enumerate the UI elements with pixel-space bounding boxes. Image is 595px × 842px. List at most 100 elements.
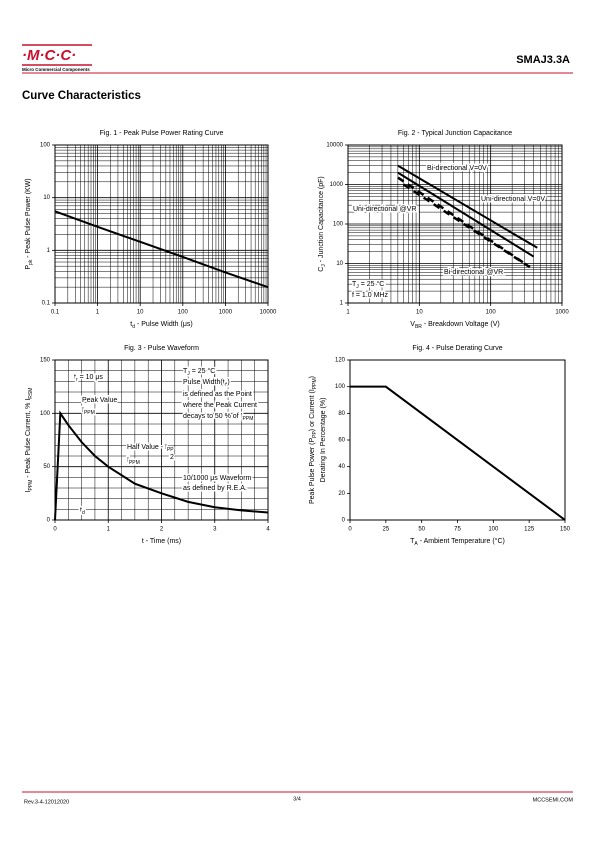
- text-part: Uni-directional @VR: [353, 206, 417, 213]
- text-part: = 10 μs: [78, 374, 104, 381]
- text-part: T: [410, 538, 415, 545]
- annotation: Uni-directional @VR: [353, 206, 417, 213]
- text-part: - Ambient Temperature (°C): [418, 537, 505, 545]
- plot-frame: [54, 359, 269, 521]
- subscript: PPM: [28, 480, 34, 491]
- chart-title: Fig. 1 - Peak Pulse Power Rating Curve: [100, 130, 224, 137]
- text-part: I: [25, 490, 32, 492]
- text-part: = 25 °C: [359, 280, 385, 288]
- x-tick-label: 1000: [555, 310, 569, 316]
- y-tick-label: 100: [40, 143, 51, 149]
- text-part: where the Peak Current: [182, 402, 257, 409]
- page-number: 3/4: [293, 796, 301, 802]
- annotation: IPPM: [127, 457, 140, 466]
- subscript: PPM: [129, 460, 140, 466]
- x-tick-label: 1: [96, 310, 100, 316]
- y-tick-label: 80: [338, 411, 345, 417]
- text-part: 2: [170, 454, 174, 461]
- annotation: IPPM: [82, 407, 95, 416]
- chart-title: Fig. 3 - Pulse Waveform: [124, 345, 199, 352]
- x-tick-label: 4: [266, 527, 270, 533]
- text-part: ): [227, 379, 229, 386]
- text-part: as defined by R.E.A.: [183, 485, 247, 492]
- text-part: Bi-directional V=0V: [427, 165, 487, 172]
- data-line: [350, 385, 566, 521]
- x-tick-label: 1000: [219, 310, 233, 316]
- section-title: Curve Characteristics: [22, 90, 141, 102]
- y-axis-label: Ppk - Peak Pulse Power (KW): [25, 178, 34, 269]
- data-line: [54, 210, 269, 289]
- subscript: d: [225, 382, 228, 388]
- annotation: decays to 50 % of IPPM: [183, 413, 253, 422]
- data-line: [397, 176, 526, 265]
- text-part: Bi-directional @VR: [444, 269, 503, 276]
- y-tick-label: 10: [336, 261, 343, 267]
- y-axis-label: Peak Pulse Power (PPP) or Current (IPPM): [309, 376, 318, 504]
- x-tick-label: 150: [560, 527, 571, 533]
- x-tick-label: 100: [486, 310, 497, 316]
- subscript: pk: [28, 259, 34, 265]
- y-tick-label: 0.1: [42, 301, 51, 307]
- data-line: [397, 164, 538, 249]
- text-part: ): [309, 376, 316, 378]
- text-part: T: [352, 281, 357, 288]
- subscript: RSM: [28, 388, 34, 399]
- x-tick-label: 100: [488, 527, 499, 533]
- x-axis-label: t - Time (ms): [142, 538, 181, 545]
- annotation: TJ = 25 °C: [352, 280, 384, 290]
- text-part: - Breakdown Voltage (V): [422, 321, 500, 328]
- x-tick-label: 1: [107, 527, 111, 533]
- x-tick-label: 10: [416, 310, 423, 316]
- data-line: [397, 171, 535, 258]
- chart-title: Fig. 4 - Pulse Derating Curve: [412, 345, 502, 352]
- text-part: t - Time (ms): [142, 538, 181, 545]
- plot-frame: [54, 144, 269, 304]
- data-line: [402, 183, 535, 271]
- x-axis-label: TA - Ambient Temperature (°C): [410, 537, 505, 547]
- x-tick-label: 100: [178, 310, 189, 316]
- text-part: Pulse Width(t: [183, 379, 225, 386]
- text-part: I: [127, 457, 129, 464]
- y-tick-label: 1: [340, 301, 344, 307]
- company-name: Micro Commercial Components: [22, 67, 90, 72]
- subscript: r: [76, 377, 78, 383]
- plot-frame: [349, 359, 566, 521]
- subscript: PPM: [312, 378, 318, 389]
- annotation: 10/1000 μs Waveform: [183, 475, 252, 482]
- text-part: - Peak Pulse Current, % I: [25, 399, 32, 480]
- annotation: as defined by R.E.A.: [183, 485, 247, 492]
- website: MCCSEMI.COM: [533, 797, 574, 803]
- text-part: V: [410, 321, 415, 328]
- text-part: Derating In Percentage (%): [320, 398, 327, 483]
- annotation: Pulse Width(td): [183, 379, 230, 388]
- y-tick-label: 0: [342, 518, 346, 524]
- x-tick-label: 2: [160, 527, 164, 533]
- text-part: t: [74, 374, 76, 381]
- y-axis-label: Derating In Percentage (%): [320, 398, 327, 483]
- annotation: 2: [170, 454, 174, 461]
- y-tick-label: 50: [43, 464, 50, 470]
- data-line: [54, 410, 269, 521]
- y-tick-label: 100: [335, 384, 346, 390]
- x-tick-label: 75: [454, 527, 461, 533]
- y-tick-label: 100: [333, 222, 344, 228]
- x-tick-label: 25: [382, 527, 389, 533]
- y-tick-label: 1: [47, 248, 51, 254]
- x-tick-label: 50: [418, 527, 425, 533]
- annotation: Bi-directional @VR: [444, 269, 503, 276]
- text-part: 10/1000 μs Waveform: [183, 475, 252, 482]
- text-part: ) or Current (I: [309, 389, 316, 431]
- text-part: decays to 50 % of I: [183, 413, 243, 420]
- y-tick-label: 100: [40, 411, 51, 417]
- annotation: is defined as the Point: [183, 391, 252, 398]
- subscript: d: [132, 324, 135, 330]
- x-axis-label: td - Pulse Width (μs): [130, 321, 192, 330]
- y-tick-label: 150: [40, 358, 51, 364]
- text-part: is defined as the Point: [183, 391, 252, 398]
- subscript: J: [321, 264, 327, 267]
- x-tick-label: 10: [137, 310, 144, 316]
- text-part: - Peak Pulse Power (KW): [25, 178, 32, 259]
- annotation: Half Value - IPP: [127, 444, 174, 453]
- x-tick-label: 0: [53, 527, 57, 533]
